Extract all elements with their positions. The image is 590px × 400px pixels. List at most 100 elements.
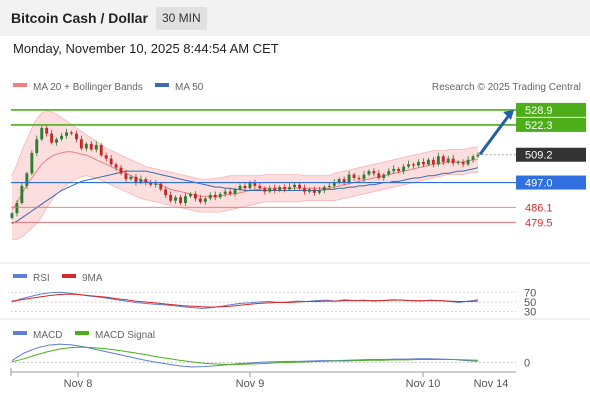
candle-body bbox=[65, 132, 68, 136]
candle-body bbox=[89, 143, 93, 150]
candle-body bbox=[194, 193, 197, 199]
candle-body bbox=[446, 158, 450, 162]
candle-body bbox=[79, 139, 83, 149]
candle-body bbox=[441, 156, 445, 162]
candle-body bbox=[25, 173, 29, 186]
macd-line bbox=[11, 343, 479, 368]
candle-body bbox=[169, 195, 173, 201]
candle-body bbox=[144, 179, 148, 183]
rsi9-line bbox=[11, 293, 479, 308]
x-tick-label: Nov 8 bbox=[64, 378, 93, 390]
macd-chart: 0 bbox=[11, 343, 530, 370]
price-levels: 528.9 522.3 509.2 497.0 486.1 479.5 bbox=[11, 102, 586, 229]
candle-body bbox=[317, 190, 321, 193]
candle-body bbox=[99, 145, 103, 156]
candle-body bbox=[347, 174, 351, 183]
x-tick-label: Nov 9 bbox=[236, 378, 265, 390]
candle-body bbox=[50, 133, 54, 143]
bollinger-band-area bbox=[12, 110, 478, 240]
candle-body bbox=[159, 183, 163, 190]
price-chart bbox=[10, 110, 480, 240]
candle-body bbox=[40, 127, 44, 140]
level-label-current: 509.2 bbox=[525, 150, 553, 162]
candle-body bbox=[362, 174, 366, 180]
candle-body bbox=[357, 178, 361, 180]
macd-legend-swatch bbox=[13, 331, 27, 335]
candle-body bbox=[184, 196, 187, 203]
level-label-pivot: 497.0 bbox=[525, 178, 553, 190]
candle-body bbox=[114, 164, 118, 168]
candle-body bbox=[179, 197, 182, 203]
ma50-legend-swatch bbox=[155, 83, 169, 87]
candle-body bbox=[189, 193, 192, 197]
candle-body bbox=[332, 182, 336, 186]
candle-body bbox=[288, 187, 291, 190]
level-label-resistance: 522.3 bbox=[525, 120, 553, 132]
candle-body bbox=[327, 185, 331, 187]
candle-body bbox=[119, 167, 123, 174]
candle-body bbox=[238, 185, 242, 190]
candle-body bbox=[15, 203, 19, 214]
candle-body bbox=[30, 152, 34, 174]
candle-body bbox=[55, 139, 58, 143]
ma20-legend-label: MA 20 + Bollinger Bands bbox=[33, 82, 143, 93]
candle-body bbox=[164, 189, 168, 196]
candle-body bbox=[476, 154, 480, 157]
candle-body bbox=[218, 193, 222, 198]
candle-body bbox=[84, 143, 88, 149]
candle-body bbox=[456, 162, 460, 164]
candle-body bbox=[208, 195, 212, 199]
candle-body bbox=[461, 162, 465, 165]
candle-body bbox=[431, 159, 435, 165]
forecast-arrow-head bbox=[503, 109, 514, 120]
macd-signal-line bbox=[11, 346, 479, 365]
candle-body bbox=[35, 139, 39, 153]
level-tag-pivot bbox=[516, 175, 586, 190]
timeframe-button[interactable]: 30 MIN bbox=[156, 7, 207, 30]
candle-body bbox=[273, 188, 277, 191]
candle-body bbox=[298, 184, 301, 189]
ma20-line bbox=[11, 151, 478, 211]
bollinger-upper-line bbox=[11, 110, 478, 180]
candle-body bbox=[174, 197, 177, 201]
candle-body bbox=[94, 145, 98, 150]
candle-body bbox=[402, 166, 406, 172]
candle-body bbox=[223, 191, 227, 194]
candle-body bbox=[283, 187, 287, 190]
level-label-support: 486.1 bbox=[525, 202, 553, 214]
candle-body bbox=[303, 188, 306, 192]
candle-body bbox=[422, 162, 425, 165]
candle-body bbox=[233, 189, 237, 194]
x-tick-label: Nov 14 bbox=[474, 378, 509, 390]
level-tag-resistance bbox=[516, 102, 586, 117]
candle-body bbox=[312, 189, 316, 193]
candle-body bbox=[75, 133, 78, 140]
candle-body bbox=[342, 179, 346, 183]
candle-body bbox=[268, 188, 272, 192]
candle-body bbox=[367, 171, 371, 175]
x-tick-label: Nov 10 bbox=[406, 378, 441, 390]
rsi-tick-label: 50 bbox=[524, 297, 536, 309]
chart-header: Bitcoin Cash / Dollar 30 MIN bbox=[0, 0, 590, 36]
candle-body bbox=[387, 171, 391, 175]
candle-body bbox=[109, 158, 113, 165]
candle-body bbox=[263, 188, 267, 192]
candle-body bbox=[436, 156, 440, 165]
candle-body bbox=[70, 132, 73, 134]
rsi9-legend-swatch bbox=[62, 274, 76, 278]
candle-body bbox=[10, 213, 14, 218]
candle-body bbox=[352, 174, 356, 178]
ma20-legend-swatch bbox=[13, 83, 27, 87]
candle-body bbox=[139, 179, 143, 183]
candle-body bbox=[198, 198, 202, 202]
candle-body bbox=[308, 189, 311, 192]
level-tag-current bbox=[516, 147, 586, 162]
candle-body bbox=[293, 184, 296, 188]
candle-body bbox=[471, 156, 475, 160]
macd-signal-legend-label: MACD Signal bbox=[95, 330, 155, 341]
candle-body bbox=[60, 135, 63, 140]
candle-body bbox=[228, 191, 232, 194]
candle-body bbox=[203, 198, 207, 202]
